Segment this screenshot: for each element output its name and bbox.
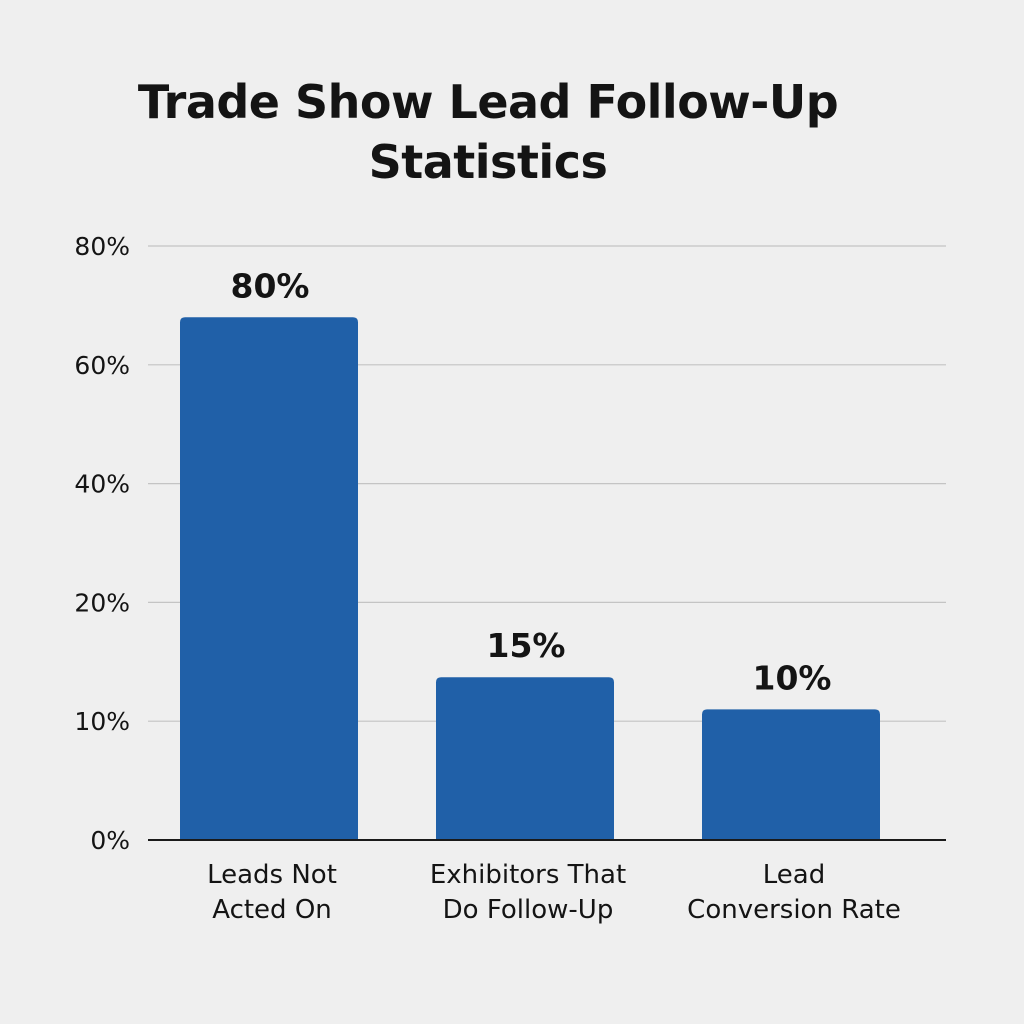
y-tick-label: 10% (74, 707, 130, 736)
x-category-label: Lead (763, 860, 825, 890)
y-tick-label: 80% (74, 232, 130, 261)
bar (436, 677, 614, 840)
bar (702, 709, 880, 840)
x-category-label: Do Follow-Up (443, 895, 614, 925)
y-tick-label: 40% (74, 470, 130, 499)
y-tick-label: 60% (74, 351, 130, 380)
bar (180, 317, 358, 840)
y-tick-label: 20% (74, 588, 130, 617)
x-category-label: Leads Not (207, 860, 337, 890)
chart-title-line-2: Statistics (368, 135, 608, 189)
bar-value-label: 10% (753, 658, 832, 697)
y-tick-label: 0% (90, 826, 130, 855)
x-category-label: Conversion Rate (687, 895, 901, 925)
x-category-label: Exhibitors That (430, 860, 626, 890)
chart-title-line-1: Trade Show Lead Follow-Up (137, 75, 839, 129)
x-category-label: Acted On (212, 895, 332, 925)
bar-value-label: 80% (231, 266, 310, 305)
chart-title: Trade Show Lead Follow-Up Statistics (0, 72, 976, 192)
bar-value-label: 15% (487, 626, 566, 665)
